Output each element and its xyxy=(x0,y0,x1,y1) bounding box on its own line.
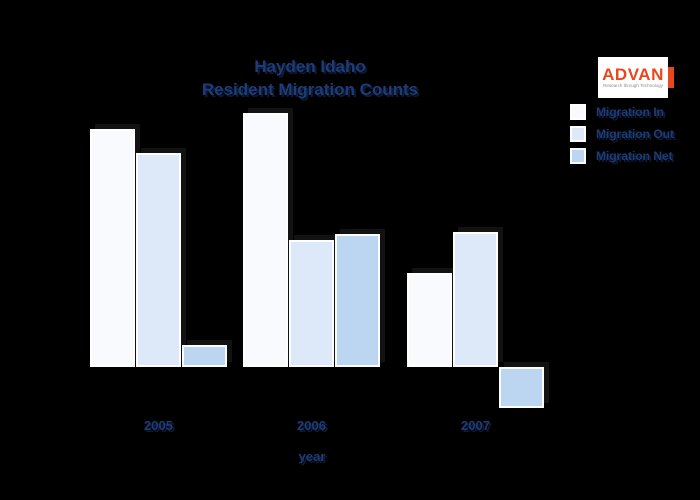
legend-label: Migration In xyxy=(596,104,664,119)
advan-logo-tagline: Research through Technology xyxy=(603,83,663,88)
bar-migration-in-2007 xyxy=(407,273,452,367)
legend-swatch xyxy=(570,125,586,142)
legend-item-migration-out: Migration Out xyxy=(570,125,674,142)
advan-logo-wordmark: ADVAN xyxy=(602,65,664,84)
bar-migration-net-2007 xyxy=(499,367,544,408)
x-tick-label-2005: 2005 xyxy=(144,418,173,433)
legend-label: Migration Net xyxy=(596,148,673,163)
advan-logo: ADVAN Research through Technology xyxy=(598,57,668,98)
legend-item-migration-in: Migration In xyxy=(570,103,674,120)
bar-migration-net-2005 xyxy=(182,345,227,367)
chart-title-line1: Hayden Idaho xyxy=(254,57,366,76)
bar-migration-net-2006 xyxy=(335,234,380,367)
x-tick-label-2007: 2007 xyxy=(461,418,490,433)
x-tick-label-2006: 2006 xyxy=(297,418,326,433)
bar-migration-out-2005 xyxy=(136,153,181,367)
bar-migration-out-2006 xyxy=(289,240,334,367)
legend-swatch xyxy=(570,103,586,120)
chart-title: Hayden Idaho Resident Migration Counts xyxy=(95,55,525,101)
bar-migration-in-2005 xyxy=(90,129,135,367)
legend-item-migration-net: Migration Net xyxy=(570,147,674,164)
advan-logo-accent-bar xyxy=(668,67,674,88)
legend-swatch xyxy=(570,147,586,164)
bar-migration-out-2007 xyxy=(453,232,498,367)
legend-label: Migration Out xyxy=(596,126,674,141)
chart-legend: Migration In Migration Out Migration Net xyxy=(570,103,674,169)
bar-migration-in-2006 xyxy=(243,113,288,367)
chart-title-line2: Resident Migration Counts xyxy=(201,80,419,99)
x-axis-title: year xyxy=(298,449,326,464)
